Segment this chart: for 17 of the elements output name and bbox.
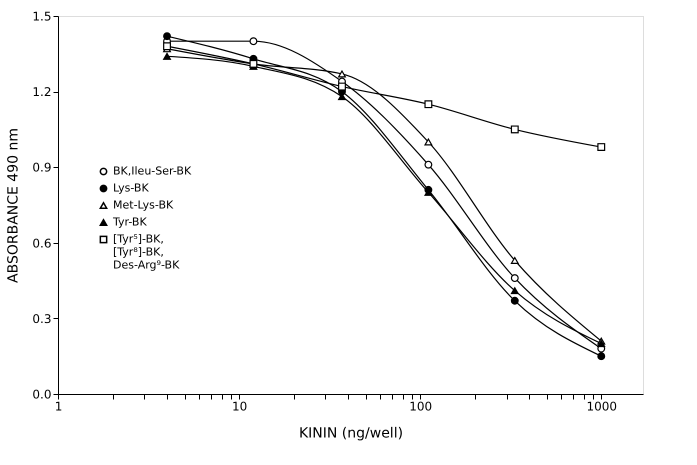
x-tick-label: 1 xyxy=(54,400,62,414)
legend-label: Met-Lys-BK xyxy=(113,198,174,212)
y-tick-label: 0.9 xyxy=(32,160,52,175)
y-tick-label: 1.2 xyxy=(32,85,52,100)
x-tick-label: 100 xyxy=(409,400,432,414)
legend-label: Tyr-BK xyxy=(112,216,148,228)
y-tick-label: 0.0 xyxy=(32,388,52,402)
legend-label: Lys-BK xyxy=(113,182,150,194)
y-axis-title: ABSORBANCE 490 nm xyxy=(5,128,22,283)
legend-label: [Tyr⁵]-BK, [Tyr⁸]-BK, Des-Arg⁹-BK xyxy=(113,232,180,272)
y-tick-label: 0.3 xyxy=(32,312,52,326)
x-axis-title: KININ (ng/well) xyxy=(298,426,404,442)
x-tick-label: 1000 xyxy=(586,400,618,414)
y-tick-label: 1.5 xyxy=(32,10,52,24)
y-tick-label: 0.6 xyxy=(32,236,52,250)
x-tick-label: 10 xyxy=(232,400,248,414)
legend-label: BK,Ileu-Ser-BK xyxy=(113,164,192,178)
